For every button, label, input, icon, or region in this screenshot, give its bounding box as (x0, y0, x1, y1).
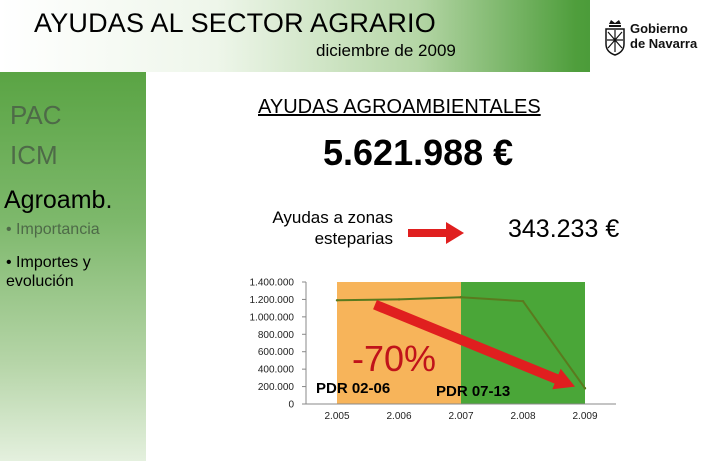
slide-title: AYUDAS AL SECTOR AGRARIO (34, 8, 436, 38)
series-point (335, 299, 339, 302)
sidebar-item-pac[interactable]: PAC (10, 100, 62, 130)
x-tick-label: 2.009 (572, 411, 597, 422)
evolution-chart: 0 200.000 400.000 600.000 800.000 1.000.000 1.… (250, 278, 616, 422)
sidebar-item-agroamb[interactable]: Agroamb. (4, 186, 113, 214)
change-percentage: -70% (352, 338, 437, 379)
zonas-esteparias-label: Ayudas a zonas esteparias (272, 208, 393, 248)
right-arrow-icon (408, 222, 464, 244)
series-point (521, 299, 525, 303)
x-tick-label: 2.006 (386, 411, 411, 422)
y-tick-label: 800.000 (258, 330, 295, 341)
coat-of-arms-icon (605, 20, 625, 56)
section-heading: AYUDAS AGROAMBIENTALES (258, 96, 541, 118)
sidebar (0, 72, 146, 461)
y-tick-label: 200.000 (258, 382, 295, 393)
total-amount: 5.621.988 € (323, 132, 514, 173)
sidebar-subitem-importes[interactable]: • Importes y evolución (6, 254, 91, 290)
sidebar-item-icm[interactable]: ICM (10, 140, 58, 170)
sidebar-subitem-importancia[interactable]: • Importancia (6, 221, 100, 238)
series-point (397, 298, 401, 301)
y-tick-label: 1.000.000 (250, 312, 295, 323)
x-tick-label: 2.008 (510, 411, 535, 422)
pdr-period-label-2: PDR 07-13 (436, 383, 511, 400)
pdr-period-label-1: PDR 02-06 (316, 380, 391, 397)
logo-line-1: Gobierno (630, 21, 688, 36)
zonas-esteparias-amount: 343.233 € (508, 215, 620, 243)
logo-line-2: de Navarra (630, 36, 698, 51)
trend-arrow-icon (373, 300, 575, 390)
chart-band-1 (337, 282, 461, 404)
y-tick-label: 0 (288, 400, 294, 411)
slide-subtitle: diciembre de 2009 (316, 41, 456, 60)
y-tick-label: 600.000 (258, 347, 295, 358)
logo-text: Gobierno de Navarra (630, 21, 697, 51)
y-tick-label: 1.400.000 (250, 278, 295, 289)
series-point (583, 387, 587, 390)
x-tick-label: 2.005 (324, 411, 349, 422)
x-tick-label: 2.007 (448, 411, 473, 422)
y-tick-label: 1.200.000 (250, 295, 295, 306)
series-point (459, 296, 463, 299)
y-tick-label: 400.000 (258, 365, 295, 376)
